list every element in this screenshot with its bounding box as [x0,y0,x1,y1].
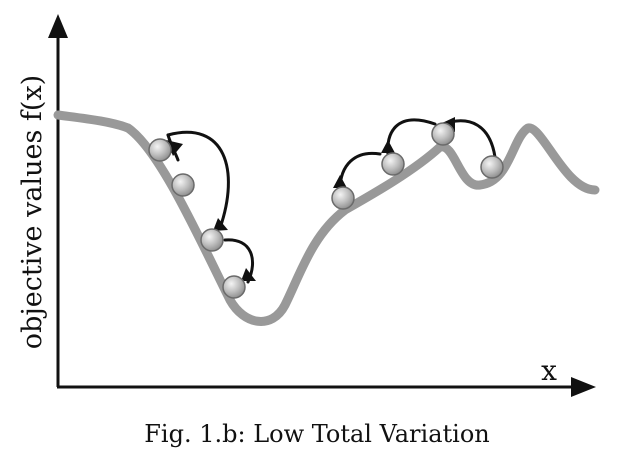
ball-3 [200,228,224,252]
balls [148,122,504,299]
ball-7 [431,122,455,146]
y-axis-label: objective values f(x) [17,75,48,349]
figure-caption: Fig. 1.b: Low Total Variation [144,420,489,448]
arrow-1 [166,130,230,230]
ball-5 [331,186,355,210]
ball-4 [222,275,246,299]
ball-8 [480,155,504,179]
y-axis-arrowhead [48,14,68,38]
arrows [166,118,497,284]
arrow-4 [338,151,382,192]
arrow-5 [386,118,437,156]
x-axis-arrowhead [571,377,596,397]
objective-curve [53,110,600,326]
arrowhead-3 [241,268,256,281]
ball-2 [171,173,195,197]
ball-6 [381,152,405,176]
x-axis-label: x [541,354,557,387]
ball-1 [148,138,172,162]
arrowhead-4 [333,175,347,188]
arrowhead-2 [166,140,183,156]
arrowhead-1 [213,218,228,231]
arrowhead-5 [381,140,395,153]
